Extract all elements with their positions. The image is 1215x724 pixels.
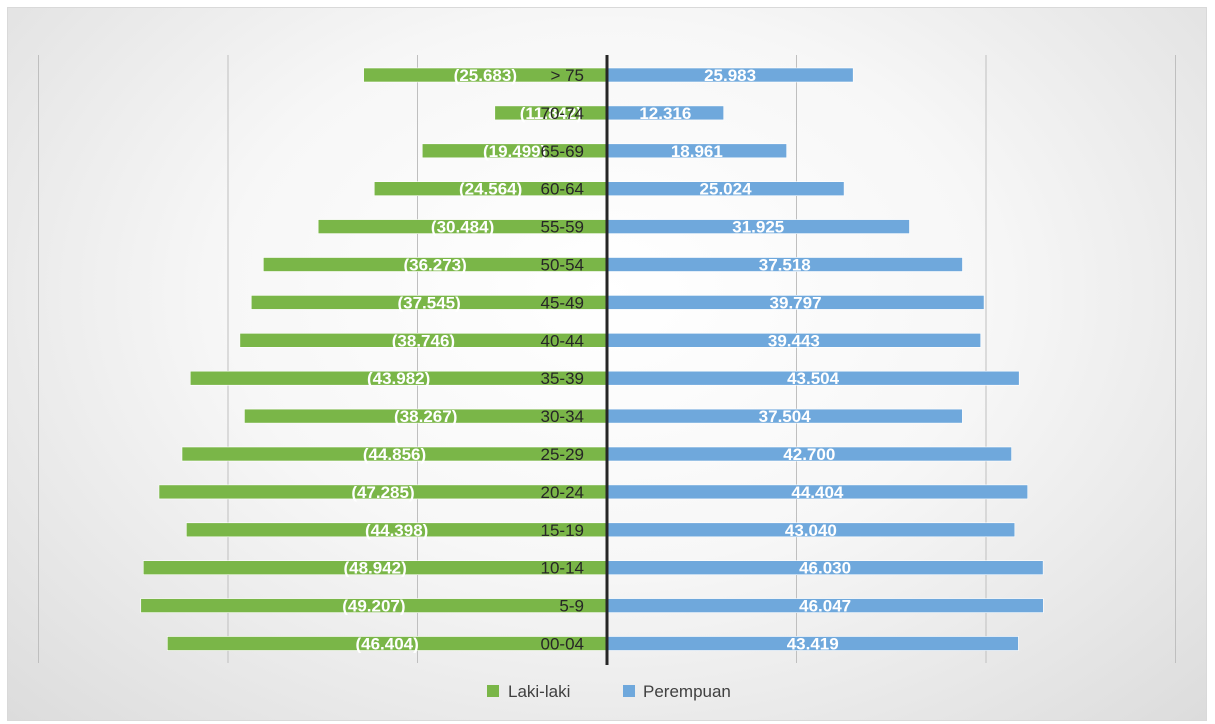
- legend-label-laki-laki: Laki-laki: [508, 682, 570, 701]
- data-label: 37.518: [759, 256, 811, 275]
- category-label: 70-74: [541, 104, 584, 123]
- data-label: (44.398): [365, 521, 428, 540]
- category-label: 35-39: [541, 369, 584, 388]
- data-label: 37.504: [759, 407, 812, 426]
- data-label: (44.856): [363, 445, 426, 464]
- data-label: (36.273): [403, 256, 466, 275]
- category-label: 65-69: [541, 142, 584, 161]
- category-label: 55-59: [541, 218, 584, 237]
- data-labels: (46.404) (49.207) (48.942) (44.398) (47.285)…: [342, 66, 851, 654]
- legend-label-perempuan: Perempuan: [643, 682, 731, 701]
- category-labels: 00-04 5-9 10-14 15-19 20-24 25-29 30-34 35-39 40…: [541, 66, 584, 654]
- category-label: 50-54: [541, 256, 584, 275]
- data-label: (25.683): [454, 66, 517, 85]
- category-label: 10-14: [541, 559, 584, 578]
- category-label: 20-24: [541, 483, 584, 502]
- data-label: 31.925: [732, 218, 784, 237]
- category-label: 30-34: [541, 407, 584, 426]
- data-label: 18.961: [671, 142, 723, 161]
- category-label: 15-19: [541, 521, 584, 540]
- data-label: 25.024: [700, 180, 753, 199]
- data-label: 39.797: [770, 293, 822, 312]
- data-label: (46.404): [355, 635, 418, 654]
- legend-swatch-perempuan: [623, 685, 635, 697]
- bars: [140, 67, 1044, 651]
- category-label: 25-29: [541, 445, 584, 464]
- category-label: 40-44: [541, 331, 584, 350]
- data-label: 43.419: [787, 635, 839, 654]
- data-label: (43.982): [367, 369, 430, 388]
- data-label: 46.047: [799, 597, 851, 616]
- category-label: > 75: [550, 66, 584, 85]
- data-label: (38.746): [392, 331, 455, 350]
- data-label: 43.040: [785, 521, 837, 540]
- category-label: 60-64: [541, 180, 584, 199]
- data-label: 43.504: [787, 369, 840, 388]
- data-label: 46.030: [799, 559, 851, 578]
- data-label: (11.842): [520, 104, 582, 123]
- category-label: 00-04: [541, 635, 584, 654]
- data-label: 39.443: [768, 331, 820, 350]
- legend: Laki-laki Perempuan: [487, 682, 731, 701]
- data-label: 44.404: [791, 483, 844, 502]
- data-label: 42.700: [783, 445, 835, 464]
- data-label: (19.499): [483, 142, 546, 161]
- category-label: 5-9: [559, 597, 584, 616]
- data-label: (30.484): [431, 218, 494, 237]
- data-label: 25.983: [704, 66, 756, 85]
- data-label: (37.545): [397, 293, 460, 312]
- data-label: (49.207): [342, 597, 405, 616]
- data-label: (48.942): [343, 559, 406, 578]
- data-label: (38.267): [394, 407, 457, 426]
- data-label: (47.285): [351, 483, 414, 502]
- legend-swatch-laki-laki: [487, 685, 499, 697]
- category-label: 45-49: [541, 293, 584, 312]
- data-label: (24.564): [459, 180, 522, 199]
- data-label: 12.316: [639, 104, 691, 123]
